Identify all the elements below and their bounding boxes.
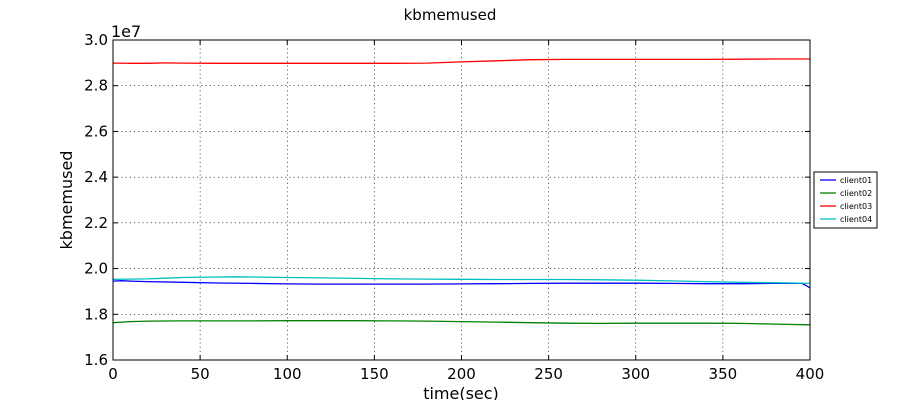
x-tick-label: 0 (108, 365, 118, 383)
y-tick-label: 2.2 (84, 214, 108, 232)
series-line-client01 (112, 280, 811, 289)
x-tick-label: 250 (534, 365, 563, 383)
x-tick-label: 300 (621, 365, 650, 383)
legend-label: client04 (840, 215, 872, 224)
legend-label: client02 (840, 189, 872, 198)
y-tick-label: 1.8 (84, 305, 108, 323)
chart-title: kbmemused (404, 6, 497, 24)
x-tick-label: 350 (709, 365, 738, 383)
legend-label: client01 (840, 176, 872, 185)
y-tick-label: 2.8 (84, 77, 108, 95)
series-line-client04 (112, 276, 811, 285)
series-lines (112, 58, 811, 326)
y-axis-label: kbmemused (57, 151, 76, 250)
legend-label: client03 (840, 202, 872, 211)
x-tick-label: 200 (447, 365, 476, 383)
y-tick-label: 2.0 (84, 260, 108, 278)
y-tick-label: 3.0 (84, 31, 108, 49)
y-tick-label: 2.6 (84, 122, 108, 140)
x-axis-label: time(sec) (423, 384, 499, 400)
y-scale-label: 1e7 (111, 22, 141, 41)
x-tick-label: 150 (360, 365, 389, 383)
series-line-client02 (112, 320, 811, 326)
x-tick-label: 100 (273, 365, 302, 383)
series-line-client03 (112, 58, 810, 64)
ticks: 0 50 100 150 200 250 300 350 400 1.6 1.8 2.0 2.2 2.4 2… (84, 31, 824, 383)
y-tick-label: 1.6 (84, 351, 108, 369)
grid (113, 40, 810, 360)
x-tick-label: 50 (191, 365, 210, 383)
y-tick-label: 2.4 (84, 168, 108, 186)
legend: client01 client02 client03 client04 (813, 171, 878, 229)
x-tick-label: 400 (796, 365, 825, 383)
legend-box (813, 171, 878, 229)
